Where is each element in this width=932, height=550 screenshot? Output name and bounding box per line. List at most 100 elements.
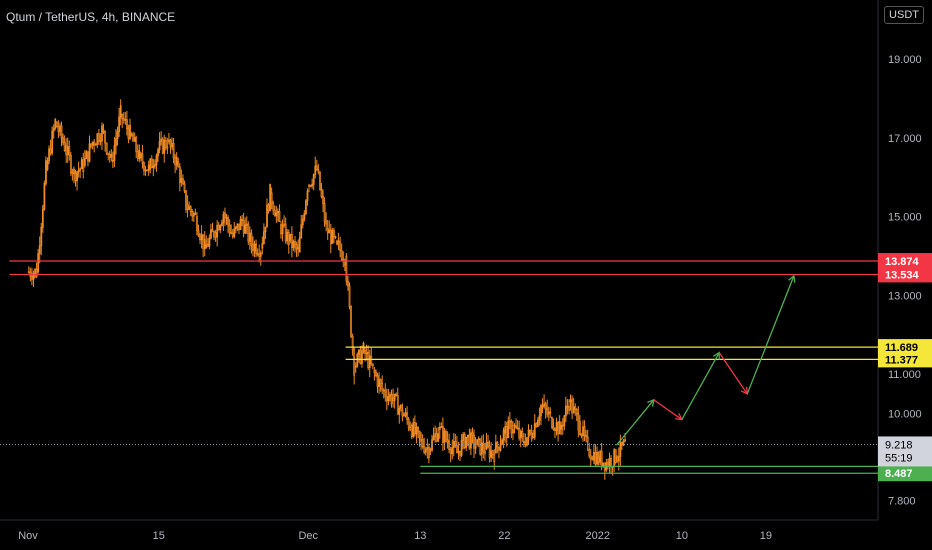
candle-body [185, 190, 187, 210]
projection-segment [615, 399, 655, 446]
candle-body [449, 449, 452, 455]
candle-body [434, 433, 437, 438]
candle-body [210, 229, 212, 239]
y-tick-label: 11.000 [888, 369, 921, 381]
candle-body [431, 439, 433, 451]
candle-body [624, 439, 626, 442]
candle-body [154, 164, 156, 167]
candle-body [76, 171, 78, 182]
candle-body [199, 235, 201, 241]
candle-body [485, 441, 488, 450]
price-label: 13.534 [885, 269, 920, 281]
candle-body [616, 456, 619, 462]
candle-body [515, 425, 517, 429]
current-price-label-bg [878, 436, 932, 467]
candle-body [194, 213, 197, 215]
candle-body [614, 449, 617, 463]
candle-body [487, 441, 489, 447]
candle-body [172, 143, 175, 159]
candle-body [588, 448, 591, 457]
candle-body [334, 236, 337, 238]
candle-body [424, 448, 427, 453]
price-label-bg [878, 465, 932, 482]
candle-body [308, 184, 310, 187]
candle-body [264, 226, 267, 233]
candle-body [74, 172, 77, 182]
candle-body [101, 125, 103, 142]
candle-body [456, 445, 458, 454]
candle-body [213, 231, 215, 238]
candle-body [406, 412, 409, 420]
candle-body [269, 183, 272, 212]
candle-body [178, 166, 181, 183]
candle-body [619, 441, 622, 458]
candle-body [146, 169, 149, 172]
candle-body [113, 145, 116, 161]
candle-body [177, 161, 180, 168]
currency-button[interactable]: USDT [884, 6, 924, 24]
candle-body [331, 230, 334, 244]
projection-segment [653, 399, 683, 421]
candle-body [286, 232, 289, 242]
candle-body [443, 431, 446, 443]
candle-body [328, 229, 331, 234]
candle-body [27, 271, 30, 274]
candle-body [171, 143, 173, 148]
y-tick-label: 15.000 [888, 212, 922, 224]
candle-body [499, 444, 502, 451]
candle-body [385, 395, 388, 402]
candle-body [278, 210, 281, 223]
candle-body [52, 127, 55, 132]
candle-body [460, 439, 463, 456]
candle-body [314, 165, 317, 175]
candle-body [345, 255, 348, 282]
candle-body [342, 258, 345, 261]
candle-body [266, 204, 268, 228]
candle-body [140, 153, 142, 158]
candle-body [361, 351, 363, 364]
candle-body [357, 349, 360, 355]
candle-body [498, 446, 500, 451]
candle-body [417, 426, 419, 432]
candle-body [474, 446, 477, 449]
candle-body [191, 211, 194, 217]
candle-body [555, 422, 558, 431]
candle-body [415, 426, 418, 435]
candle-body [225, 216, 228, 219]
candle-body [69, 154, 72, 173]
candle-body [323, 203, 326, 222]
candle-body [219, 225, 222, 231]
price-label-bg [878, 266, 932, 283]
candle-body [93, 141, 96, 146]
y-tick-label: 13.000 [888, 290, 922, 302]
candle-body [138, 149, 141, 159]
candle-body [446, 439, 449, 443]
candle-body [557, 422, 560, 435]
candle-body [163, 140, 166, 154]
candle-body [49, 148, 52, 154]
candle-body [253, 243, 256, 252]
candle-body [454, 440, 457, 447]
candle-body [180, 178, 183, 183]
candle-body [152, 165, 155, 169]
candle-body [540, 405, 542, 417]
candle-body [401, 409, 404, 417]
candle-body [496, 442, 499, 448]
candle-body [482, 442, 485, 452]
candle-body [96, 133, 99, 145]
candle-body [577, 413, 580, 431]
candle-body [448, 440, 451, 450]
candle-body [510, 421, 513, 434]
candle-body [272, 202, 275, 211]
candle-body [336, 240, 338, 245]
candle-body [339, 241, 342, 252]
candle-body [579, 421, 581, 435]
candle-body [465, 436, 468, 448]
candle-body [522, 440, 525, 443]
candle-body [40, 226, 43, 247]
candle-body [440, 426, 443, 429]
candle-body [230, 232, 233, 235]
candle-body [122, 118, 125, 121]
candle-body [477, 438, 480, 441]
